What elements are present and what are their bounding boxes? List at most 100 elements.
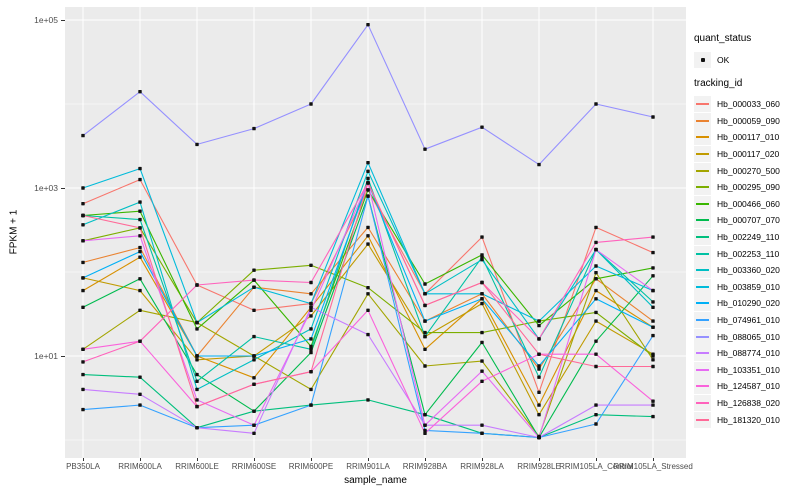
data-point — [651, 364, 655, 369]
data-point — [480, 330, 484, 335]
data-point — [651, 250, 655, 255]
x-tick-mark — [539, 458, 540, 461]
x-tick-label-RRIM600PE: RRIM600PE — [288, 462, 334, 471]
data-point — [252, 376, 256, 380]
data-point — [81, 213, 85, 218]
legend-label-ok: OK — [717, 54, 730, 65]
data-point — [366, 169, 370, 173]
series-color-line-icon — [696, 153, 709, 156]
legend-key-swatch — [694, 195, 711, 212]
data-point — [594, 225, 598, 230]
legend-item-Hb_000270_500: Hb_000270_500 — [694, 162, 800, 179]
legend-key-swatch — [694, 96, 711, 113]
y-tick-mark — [61, 20, 65, 21]
data-point — [309, 308, 313, 312]
data-point — [252, 409, 256, 413]
series-color-line-icon — [696, 335, 709, 338]
data-point — [81, 347, 85, 351]
series-color-line-icon — [696, 269, 709, 272]
data-point — [480, 340, 484, 345]
data-point — [423, 282, 427, 286]
legend-item-Hb_003859_010: Hb_003859_010 — [694, 278, 800, 296]
data-point — [480, 258, 484, 262]
legend-key-swatch — [694, 179, 711, 196]
data-point — [651, 274, 655, 278]
legend-item-Hb_124587_010: Hb_124587_010 — [694, 378, 800, 395]
series-color-line-icon — [696, 186, 709, 189]
legend-quant-status: quant_status OK — [694, 33, 800, 68]
legend-item-Hb_000295_090: Hb_000295_090 — [694, 179, 800, 196]
x-tick-label-RRIM600LE: RRIM600LE — [175, 462, 219, 471]
data-point — [423, 303, 427, 308]
legend-key-swatch — [694, 129, 711, 146]
legend-key-swatch — [694, 328, 711, 345]
data-point — [309, 327, 313, 331]
data-point — [81, 223, 85, 227]
data-point — [366, 181, 370, 185]
data-point — [537, 367, 541, 371]
data-point — [252, 268, 256, 272]
legend-key-swatch — [694, 229, 711, 246]
x-tick-mark — [140, 458, 141, 461]
data-point — [366, 308, 370, 312]
legend-key-swatch — [694, 146, 711, 163]
series-color-line-icon — [696, 136, 709, 139]
legend-item-Hb_074961_010: Hb_074961_010 — [694, 312, 800, 329]
legend-key-swatch — [694, 245, 711, 262]
data-point — [423, 428, 427, 433]
legend-item-Hb_088065_010: Hb_088065_010 — [694, 328, 800, 345]
legend-item-Hb_000059_090: Hb_000059_090 — [694, 112, 800, 130]
legend-title-tracking-id: tracking_id — [694, 78, 743, 89]
data-point — [309, 370, 313, 374]
data-point — [423, 423, 427, 427]
line-chart — [65, 7, 686, 458]
data-point — [651, 288, 655, 293]
data-point — [594, 413, 598, 417]
legend-label: Hb_000117_020 — [717, 149, 780, 160]
data-point — [195, 320, 199, 325]
data-point — [138, 339, 142, 343]
x-tick-label-PB350LA: PB350LA — [66, 462, 100, 471]
y-tick-label: 1e+03 — [34, 183, 58, 193]
y-tick-mark — [61, 188, 65, 189]
data-point — [594, 364, 598, 369]
legend-item-ok: OK — [694, 51, 800, 68]
data-point — [537, 403, 541, 407]
data-point — [423, 330, 427, 335]
x-tick-mark — [254, 458, 255, 461]
legend-key-ok — [694, 51, 711, 68]
legend-label: Hb_000270_500 — [717, 165, 780, 176]
data-point — [480, 292, 484, 296]
y-axis-title: FPKM + 1 — [8, 209, 20, 255]
legend-item-Hb_002253_110: Hb_002253_110 — [694, 245, 800, 262]
data-point — [594, 319, 598, 323]
legend-item-Hb_002249_110: Hb_002249_110 — [694, 229, 800, 246]
data-point — [537, 337, 541, 341]
y-tick-label: 1e+05 — [34, 15, 58, 25]
data-point — [81, 133, 85, 138]
data-point — [252, 354, 256, 358]
data-point — [366, 161, 370, 165]
x-tick-label-RRIM928LA: RRIM928LA — [460, 462, 504, 471]
data-point — [195, 358, 199, 362]
data-point — [309, 350, 313, 355]
data-point — [423, 319, 427, 323]
data-point — [594, 352, 598, 356]
data-point — [423, 364, 427, 368]
legend-label: Hb_003360_020 — [717, 265, 780, 276]
data-point — [252, 285, 256, 289]
legend-item-Hb_000707_070: Hb_000707_070 — [694, 212, 800, 229]
data-point — [81, 186, 85, 190]
data-point — [651, 325, 655, 329]
series-color-line-icon — [696, 401, 709, 404]
data-point — [366, 242, 370, 246]
data-point — [81, 276, 85, 280]
plot-panel — [65, 7, 686, 458]
series-color-line-icon — [696, 236, 709, 239]
series-color-line-icon — [696, 219, 709, 222]
legend-title-quant-status: quant_status — [694, 33, 752, 44]
series-color-line-icon — [696, 418, 709, 421]
x-tick-mark — [482, 458, 483, 461]
data-point — [651, 305, 655, 309]
data-point — [651, 333, 655, 338]
